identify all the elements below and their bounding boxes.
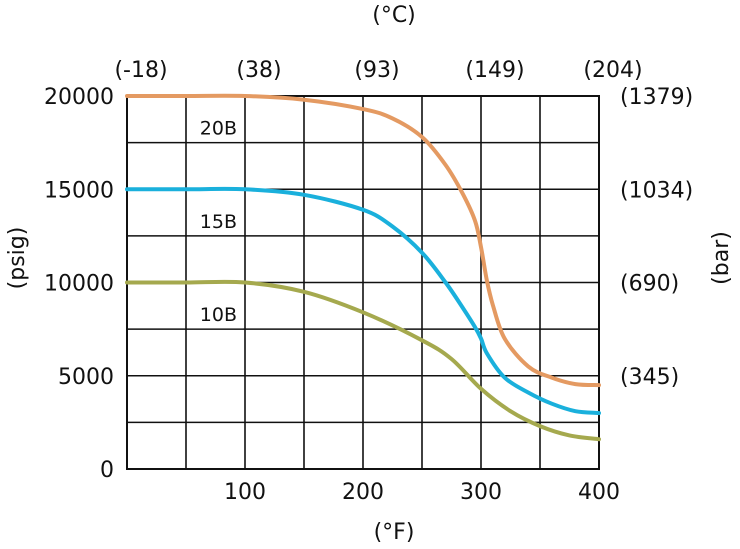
top-tick-labels: (-18) (38) (93) (149) (204) [114,58,642,83]
bottom-axis-unit: (°F) [374,520,415,545]
right-tick-label: (345) [620,365,679,390]
y-tick-label: 5000 [58,365,114,390]
series-label-10b: 10B [200,304,237,326]
y-tick-label: 20000 [44,85,114,110]
series-lines [125,93,601,442]
series-label-20b: 20B [200,118,237,140]
top-tick-label: (204) [583,58,642,83]
right-axis-unit: (bar) [709,231,734,285]
right-tick-label: (1034) [620,178,693,203]
series-line-10b [125,279,601,442]
series-label-background [187,300,243,329]
top-tick-label: (93) [354,58,399,83]
left-axis-unit: (psig) [5,227,30,290]
x-tick-label: 200 [342,480,384,505]
right-tick-label: (690) [620,272,679,297]
series-line-20b [125,93,601,388]
series-label-15b: 15B [200,211,237,233]
top-tick-label: (149) [465,58,524,83]
right-tick-label: (1379) [620,85,693,110]
bottom-tick-labels: 100 200 300 400 [224,480,620,505]
series-label-background [187,206,243,235]
x-tick-label: 100 [224,480,266,505]
top-tick-label: (38) [236,58,281,83]
y-tick-label: 0 [100,458,114,483]
left-tick-labels: 0 5000 10000 15000 20000 [44,85,114,483]
top-tick-label: (-18) [114,58,167,83]
series-labels: 20B 15B 10B [187,113,243,329]
x-tick-label: 400 [578,480,620,505]
top-axis-unit: (°C) [372,3,416,28]
x-tick-label: 300 [460,480,502,505]
y-tick-label: 10000 [44,272,114,297]
series-label-background [187,113,243,142]
y-tick-label: 15000 [44,178,114,203]
series-line-15b [125,186,601,416]
right-tick-labels: (345) (690) (1034) (1379) [620,85,693,390]
